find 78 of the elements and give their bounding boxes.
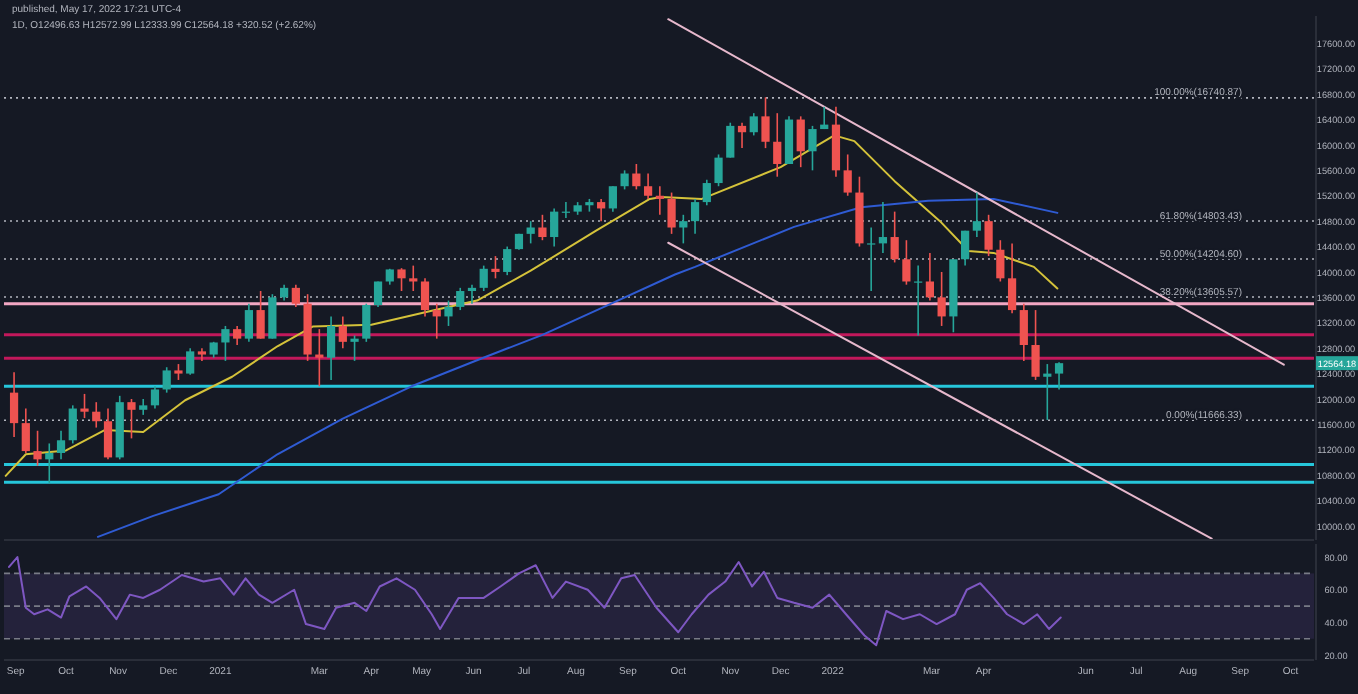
candlestick — [538, 214, 547, 242]
candlestick — [1031, 309, 1040, 381]
candlestick — [714, 153, 723, 188]
candlestick — [92, 401, 101, 429]
candlestick — [456, 287, 465, 311]
candlestick — [444, 299, 453, 327]
candlestick — [831, 106, 841, 178]
candlestick — [315, 328, 324, 388]
candlestick — [233, 325, 242, 346]
candlestick — [773, 112, 782, 178]
candlestick — [796, 115, 805, 168]
candlestick — [620, 169, 629, 191]
candlestick — [1007, 242, 1017, 315]
candlestick — [784, 115, 794, 165]
candlestick — [867, 226, 876, 292]
candlestick — [749, 112, 758, 137]
candlestick — [291, 283, 300, 308]
candlestick — [256, 290, 265, 340]
candlestick — [45, 442, 54, 484]
candlestick — [937, 271, 946, 327]
candlestick — [526, 220, 535, 245]
candlestick — [162, 366, 171, 394]
candlestick — [127, 398, 136, 440]
line-series — [96, 197, 1059, 538]
candlestick — [326, 315, 336, 381]
candlestick — [1054, 361, 1064, 391]
candlestick — [667, 191, 676, 235]
candlestick — [632, 163, 641, 191]
candlestick — [362, 302, 371, 343]
candlestick — [890, 210, 899, 264]
candlestick — [56, 429, 66, 461]
candlestick — [902, 239, 911, 286]
candlestick — [702, 179, 711, 207]
candlestick — [726, 121, 735, 159]
candlestick — [268, 293, 277, 340]
candlestick — [244, 302, 253, 343]
candlestick — [597, 198, 606, 222]
candlestick — [961, 229, 970, 267]
candlestick — [491, 255, 500, 280]
candlestick — [9, 371, 19, 438]
candlestick — [690, 198, 700, 235]
candlestick — [432, 302, 441, 340]
candlestick — [878, 201, 888, 254]
candlestick — [608, 185, 617, 213]
candlestick — [655, 185, 664, 216]
candlestick — [33, 429, 42, 467]
candlestick — [373, 280, 383, 308]
candlestick — [503, 245, 512, 276]
candlestick — [68, 404, 77, 445]
candlestick — [350, 334, 359, 362]
candlestick — [467, 283, 477, 305]
candlestick — [808, 125, 817, 172]
candlestick — [643, 172, 653, 200]
candlestick — [479, 264, 488, 292]
candlestick — [550, 207, 559, 248]
candlestick — [996, 239, 1005, 283]
candlestick — [150, 385, 160, 410]
candlestick — [914, 264, 923, 337]
candlestick — [21, 407, 30, 454]
candlestick — [80, 393, 89, 419]
candlestick — [103, 407, 113, 461]
candlestick — [1043, 363, 1052, 421]
candlestick — [972, 191, 981, 238]
candlestick — [197, 347, 207, 362]
candlestick — [397, 267, 406, 292]
candlestick — [761, 96, 770, 149]
candlestick — [420, 277, 430, 318]
line-series — [8, 556, 1062, 647]
candlestick — [737, 121, 747, 149]
candlestick — [1019, 302, 1028, 362]
candlestick — [186, 347, 195, 376]
candlestick — [679, 214, 688, 245]
candlestick — [925, 252, 934, 302]
candlestick — [221, 325, 230, 362]
candlestick — [984, 214, 993, 257]
candlestick — [338, 315, 347, 349]
candlestick — [843, 153, 852, 197]
candlestick — [409, 264, 418, 292]
